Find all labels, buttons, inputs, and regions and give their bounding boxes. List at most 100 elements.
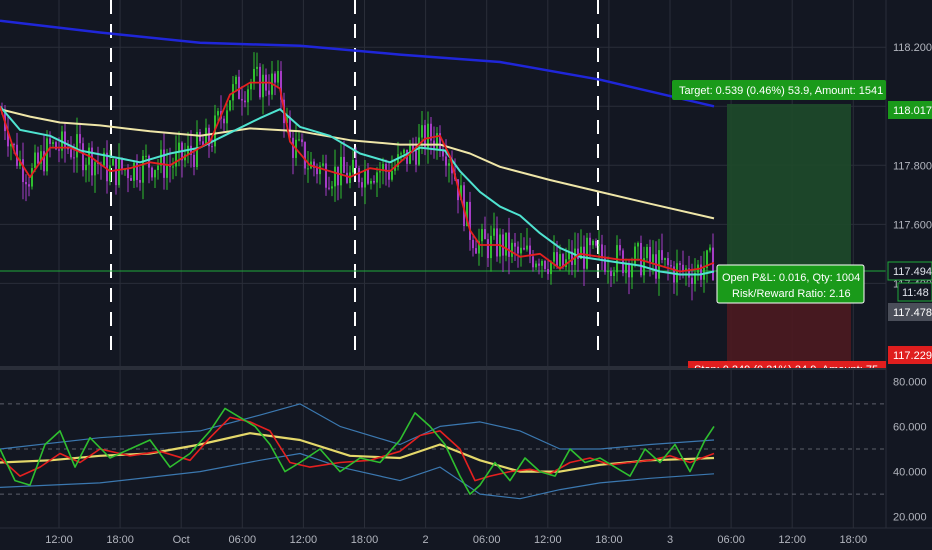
candle-body (85, 164, 87, 171)
moving-averages (0, 19, 715, 276)
candle-body (142, 155, 144, 183)
entry-price: 117.478 (893, 307, 932, 319)
candle-body (112, 159, 114, 166)
candle-body (34, 152, 36, 169)
time-axis[interactable]: 12:00 18:00 Oct 06:00 12:00 18:00 2 06:00 12:00 1… (45, 534, 867, 546)
price-tick-label: 117.600 (893, 219, 932, 231)
current-price: 117.494 (893, 266, 932, 278)
candle-body (532, 256, 534, 268)
candle-body (625, 263, 627, 274)
stop-price-badge: 117.229 (888, 346, 932, 364)
candle-body (430, 123, 432, 141)
oscillator-axis[interactable]: 80.000 60.000 40.000 20.000 (893, 376, 927, 523)
candle-body (385, 164, 387, 172)
candle-body (166, 164, 168, 178)
candle-body (49, 138, 51, 144)
candle-body (79, 134, 81, 144)
candle-body (304, 142, 306, 169)
candle-body (223, 118, 225, 124)
candle-body (337, 166, 339, 186)
candle-body (610, 270, 612, 277)
candle-body (253, 68, 255, 83)
target-text: Target: 0.539 (0.46%) 53.9, Amount: 1541 (679, 85, 883, 97)
candle-body (109, 165, 111, 182)
candle-body (541, 260, 543, 266)
candle-body (694, 272, 696, 284)
candle-body (706, 250, 708, 268)
candle-body (691, 277, 693, 284)
candle-body (511, 242, 513, 257)
candle-body (436, 133, 438, 149)
time-tick-label: 12:00 (45, 534, 73, 546)
candle-body (127, 169, 129, 179)
candle-body (367, 169, 369, 184)
osc-tick-label: 40.000 (893, 467, 927, 479)
time-tick-label: 12:00 (290, 534, 318, 546)
candle-body (709, 247, 711, 251)
candle-body (229, 100, 231, 111)
ema_mid-line (0, 105, 715, 276)
candle-body (268, 90, 270, 95)
candle-body (139, 180, 141, 183)
candle-body (451, 163, 453, 174)
candle-body (154, 170, 156, 178)
candle-body (400, 153, 402, 155)
time-tick-label: 3 (667, 534, 673, 546)
pnl-label[interactable]: Open P&L: 0.016, Qty: 1004 Risk/Reward R… (716, 264, 865, 304)
pnl-line-2: Risk/Reward Ratio: 2.16 (732, 288, 851, 300)
candle-body (589, 237, 591, 246)
target-price-badge: 118.017 (888, 101, 932, 119)
candle-body (226, 110, 228, 124)
candle-body (247, 89, 249, 103)
candle-body (145, 155, 147, 157)
candle-body (334, 166, 336, 187)
candle-body (7, 131, 9, 147)
ema_fast-line (0, 81, 715, 273)
candle-body (106, 152, 108, 182)
candle-body (151, 167, 153, 178)
candle-body (286, 117, 288, 124)
stop-text: Stop: 0.249 (0.21%) 24.9, Amount: 75 (694, 364, 878, 376)
candle-body (394, 166, 396, 171)
candle-body (301, 139, 303, 143)
candle-body (307, 168, 309, 170)
candle-body (313, 161, 315, 168)
candle-body (124, 169, 126, 171)
target-label[interactable]: Target: 0.539 (0.46%) 53.9, Amount: 1541 (672, 80, 886, 100)
candle-body (445, 156, 447, 166)
candle-body (529, 245, 531, 257)
candle-body (637, 243, 639, 247)
candle-body (238, 76, 240, 99)
stop-label[interactable]: Stop: 0.249 (0.21%) 24.9, Amount: 75 (688, 361, 886, 376)
candle-body (622, 250, 624, 274)
candle-body (592, 240, 594, 246)
candle-body (397, 154, 399, 167)
candle-body (484, 229, 486, 240)
ma_long-line (0, 19, 715, 108)
candle-body (535, 263, 537, 268)
candle-body (22, 159, 24, 183)
candle-body (568, 251, 570, 260)
candle-body (364, 169, 366, 188)
candle-body (217, 111, 219, 116)
candle-body (586, 237, 588, 269)
time-tick-label: 18:00 (840, 534, 868, 546)
candle-body (403, 149, 405, 154)
candle-body (580, 246, 582, 259)
candle-body (241, 98, 243, 101)
candle-body (679, 263, 681, 265)
time-tick-label: 06:00 (717, 534, 745, 546)
candle-body (64, 131, 66, 148)
candle-body (652, 254, 654, 263)
candle-body (160, 149, 162, 166)
candle-body (274, 73, 276, 83)
candle-body (577, 248, 579, 259)
candle-body (547, 268, 549, 275)
osc-tick-label: 80.000 (893, 376, 927, 388)
candle-body (469, 201, 471, 240)
candle-body (289, 117, 291, 138)
candle-body (58, 149, 60, 151)
time-tick-label: 18:00 (595, 534, 623, 546)
candle-body (571, 251, 573, 265)
